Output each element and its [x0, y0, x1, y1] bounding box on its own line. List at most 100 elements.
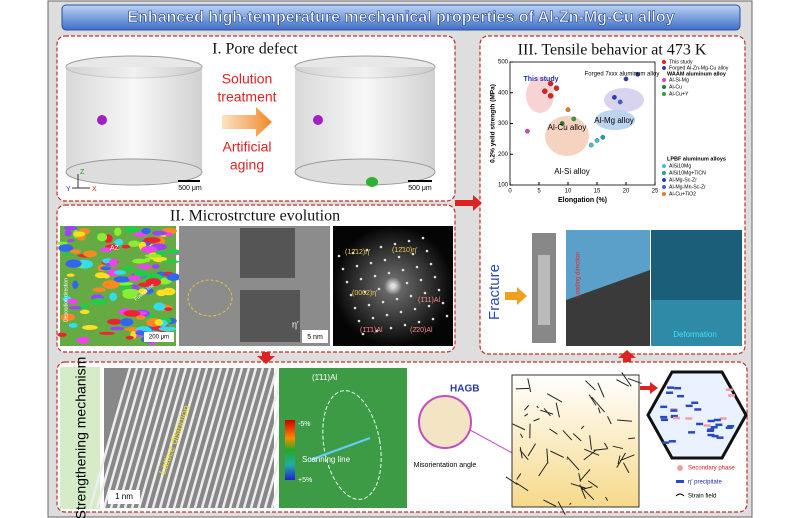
grain: [166, 273, 181, 281]
grain: [102, 280, 120, 289]
fringe: [102, 367, 146, 509]
grain: [141, 227, 151, 235]
precipitate: [694, 408, 702, 411]
precipitate: [719, 417, 727, 420]
grain: [97, 233, 108, 242]
point: [594, 138, 600, 143]
legend-marker: [662, 185, 666, 189]
precipitate: [727, 394, 735, 397]
grain: [66, 273, 75, 277]
spot: [383, 258, 387, 262]
precipitate: [696, 422, 704, 426]
title-banner: [61, 4, 741, 31]
precipitate: [670, 409, 678, 412]
x-tick-label: 10: [565, 189, 572, 195]
fringe: [172, 367, 216, 509]
fracture-label: Fracture: [486, 264, 503, 320]
grain: [72, 280, 79, 289]
grain: [153, 302, 166, 311]
point: [565, 107, 571, 113]
spot: [397, 255, 401, 259]
grain: [161, 260, 180, 264]
grain: [109, 292, 118, 302]
grain: [133, 268, 148, 278]
grain: [154, 319, 164, 326]
grain: [151, 230, 167, 236]
precipitate: [713, 418, 721, 422]
precipitate: [707, 419, 715, 423]
precipitate: [685, 404, 693, 408]
precipitate: [660, 405, 668, 409]
precipitates: [660, 386, 735, 444]
spot: [387, 271, 391, 275]
precipitate: [727, 424, 735, 428]
process-step: Artificial: [222, 139, 271, 155]
spot: [361, 332, 365, 336]
strain-label: +5%: [298, 477, 312, 484]
panel-title: I. Pore defect: [212, 41, 298, 58]
scale-label: 5 nm: [307, 334, 323, 341]
grain: [110, 326, 125, 331]
process-step: Solution: [222, 71, 273, 87]
spot: [403, 323, 407, 327]
precipitate: [710, 425, 718, 429]
axis-label: Z: [80, 169, 85, 176]
specimen: [532, 233, 556, 343]
process-step: treatment: [217, 89, 276, 105]
legend-marker: [662, 66, 666, 70]
fringe: [88, 367, 132, 509]
grain: [162, 287, 176, 296]
arrow: [455, 195, 482, 211]
grain: [91, 298, 108, 305]
scale-box: [302, 330, 328, 343]
annotation: Forged 7xxx aluminum alloy: [585, 72, 660, 78]
panel-title: III. Tensile behavior at 473 K: [518, 42, 707, 59]
spot: [365, 248, 369, 252]
fringe: [228, 367, 272, 509]
precipitate: [660, 415, 668, 419]
grain: [165, 232, 173, 237]
strain-label: -5%: [298, 421, 310, 428]
grain: [114, 227, 122, 237]
fringe: [221, 367, 265, 509]
region: [595, 110, 635, 130]
x-tick-label: 5: [537, 189, 541, 195]
precipitate: [691, 401, 699, 405]
fringe: [123, 367, 167, 509]
spot: [357, 319, 361, 323]
panel-title: II. Microstrcture evolution: [170, 208, 340, 225]
legend-marker: [662, 192, 666, 196]
spot: [427, 304, 431, 308]
grain: [63, 225, 78, 231]
diffraction-label: (0002)η′: [352, 290, 378, 297]
fringe: [95, 367, 139, 509]
legend-label: AlSi10Mg: [669, 163, 691, 169]
legend-label: η′ precipitate: [688, 480, 722, 486]
precipitate: [667, 386, 675, 389]
grain: [113, 240, 121, 244]
y-tick-label: 100: [498, 183, 509, 189]
grain: [119, 318, 134, 327]
grain: [83, 250, 97, 258]
spot: [399, 310, 403, 314]
grain: [122, 291, 138, 299]
arrow: [257, 352, 275, 364]
diffraction-label: (12̄10)η′: [392, 247, 418, 254]
spot: [379, 245, 383, 249]
misorientation-label: Misorientation angle: [414, 462, 477, 469]
grain: [164, 307, 173, 312]
hagb-label: HAGB: [450, 384, 479, 395]
arrow: [505, 287, 527, 305]
grain: [69, 249, 82, 254]
spot: [367, 303, 371, 307]
legend-label: Al-Cu+Y: [669, 91, 689, 97]
grain: [132, 258, 147, 264]
grain: [92, 287, 106, 292]
legend-label: AlSi10Mg+TiCN: [669, 170, 706, 176]
legend-marker: [662, 85, 666, 89]
grain: [58, 244, 74, 252]
label-box: [60, 367, 100, 509]
spot: [389, 326, 393, 330]
legend-icon: [676, 480, 684, 483]
